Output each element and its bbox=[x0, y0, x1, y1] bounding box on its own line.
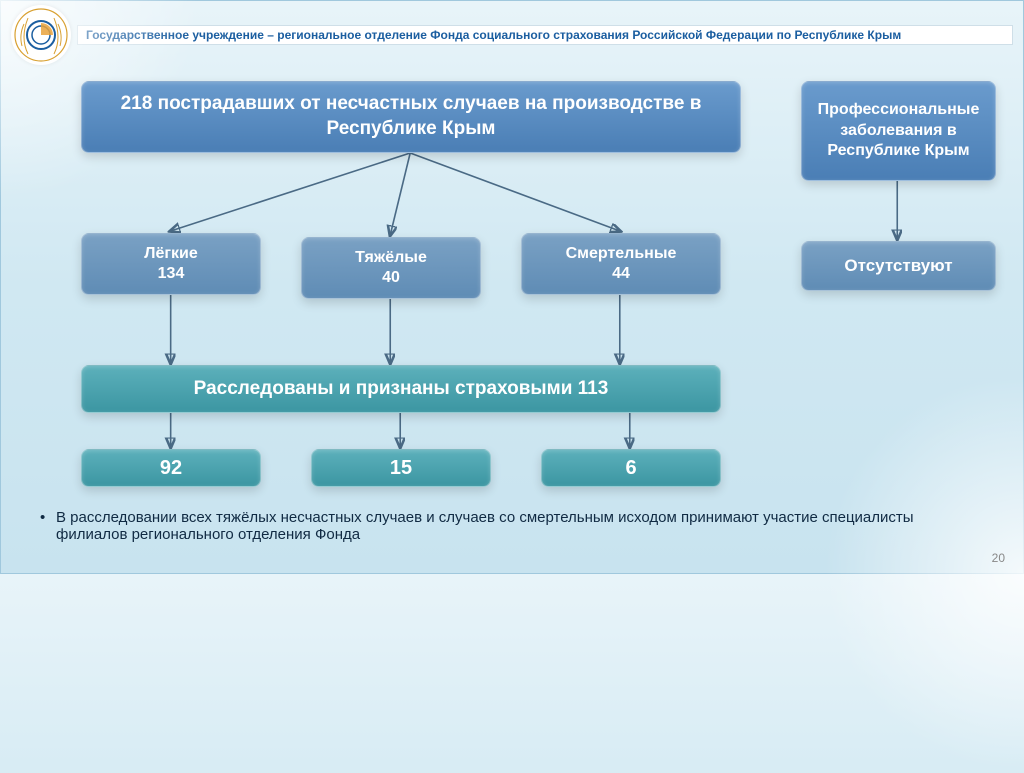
side-result-box: Отсутствуют bbox=[801, 241, 996, 291]
result-box-0: 92 bbox=[81, 449, 261, 487]
side-box: Профессиональные заболевания в Республик… bbox=[801, 81, 996, 181]
investigated-box: Расследованы и признаны страховыми 113 bbox=[81, 365, 721, 413]
header: Государственное учреждение – регионально… bbox=[1, 1, 1023, 69]
category-label: Смертельные bbox=[566, 244, 677, 264]
header-title: Государственное учреждение – регионально… bbox=[77, 25, 1013, 45]
main-box: 218 пострадавших от несчастных случаев н… bbox=[81, 81, 741, 153]
page-number: 20 bbox=[992, 551, 1005, 565]
category-box-0: Лёгкие 134 bbox=[81, 233, 261, 295]
investigated-text: Расследованы и признаны страховыми 113 bbox=[194, 378, 609, 400]
result-box-2: 6 bbox=[541, 449, 721, 487]
main-box-text: 218 пострадавших от несчастных случаев н… bbox=[94, 92, 728, 141]
result-value: 6 bbox=[625, 456, 636, 481]
footer-note: В расследовании всех тяжёлых несчастных … bbox=[56, 509, 983, 543]
category-value: 44 bbox=[612, 264, 630, 284]
result-box-1: 15 bbox=[311, 449, 491, 487]
category-label: Тяжёлые bbox=[355, 248, 427, 268]
org-logo-icon bbox=[11, 5, 71, 65]
side-box-text: Профессиональные заболевания в Республик… bbox=[814, 100, 983, 162]
category-label: Лёгкие bbox=[144, 244, 198, 264]
category-value: 134 bbox=[158, 264, 185, 284]
category-box-2: Смертельные 44 bbox=[521, 233, 721, 295]
result-value: 15 bbox=[390, 456, 412, 481]
result-value: 92 bbox=[160, 456, 182, 481]
category-box-1: Тяжёлые 40 bbox=[301, 237, 481, 299]
side-result-text: Отсутствуют bbox=[844, 256, 952, 276]
category-value: 40 bbox=[382, 268, 400, 288]
diagram-canvas: 218 пострадавших от несчастных случаев н… bbox=[1, 69, 1023, 549]
